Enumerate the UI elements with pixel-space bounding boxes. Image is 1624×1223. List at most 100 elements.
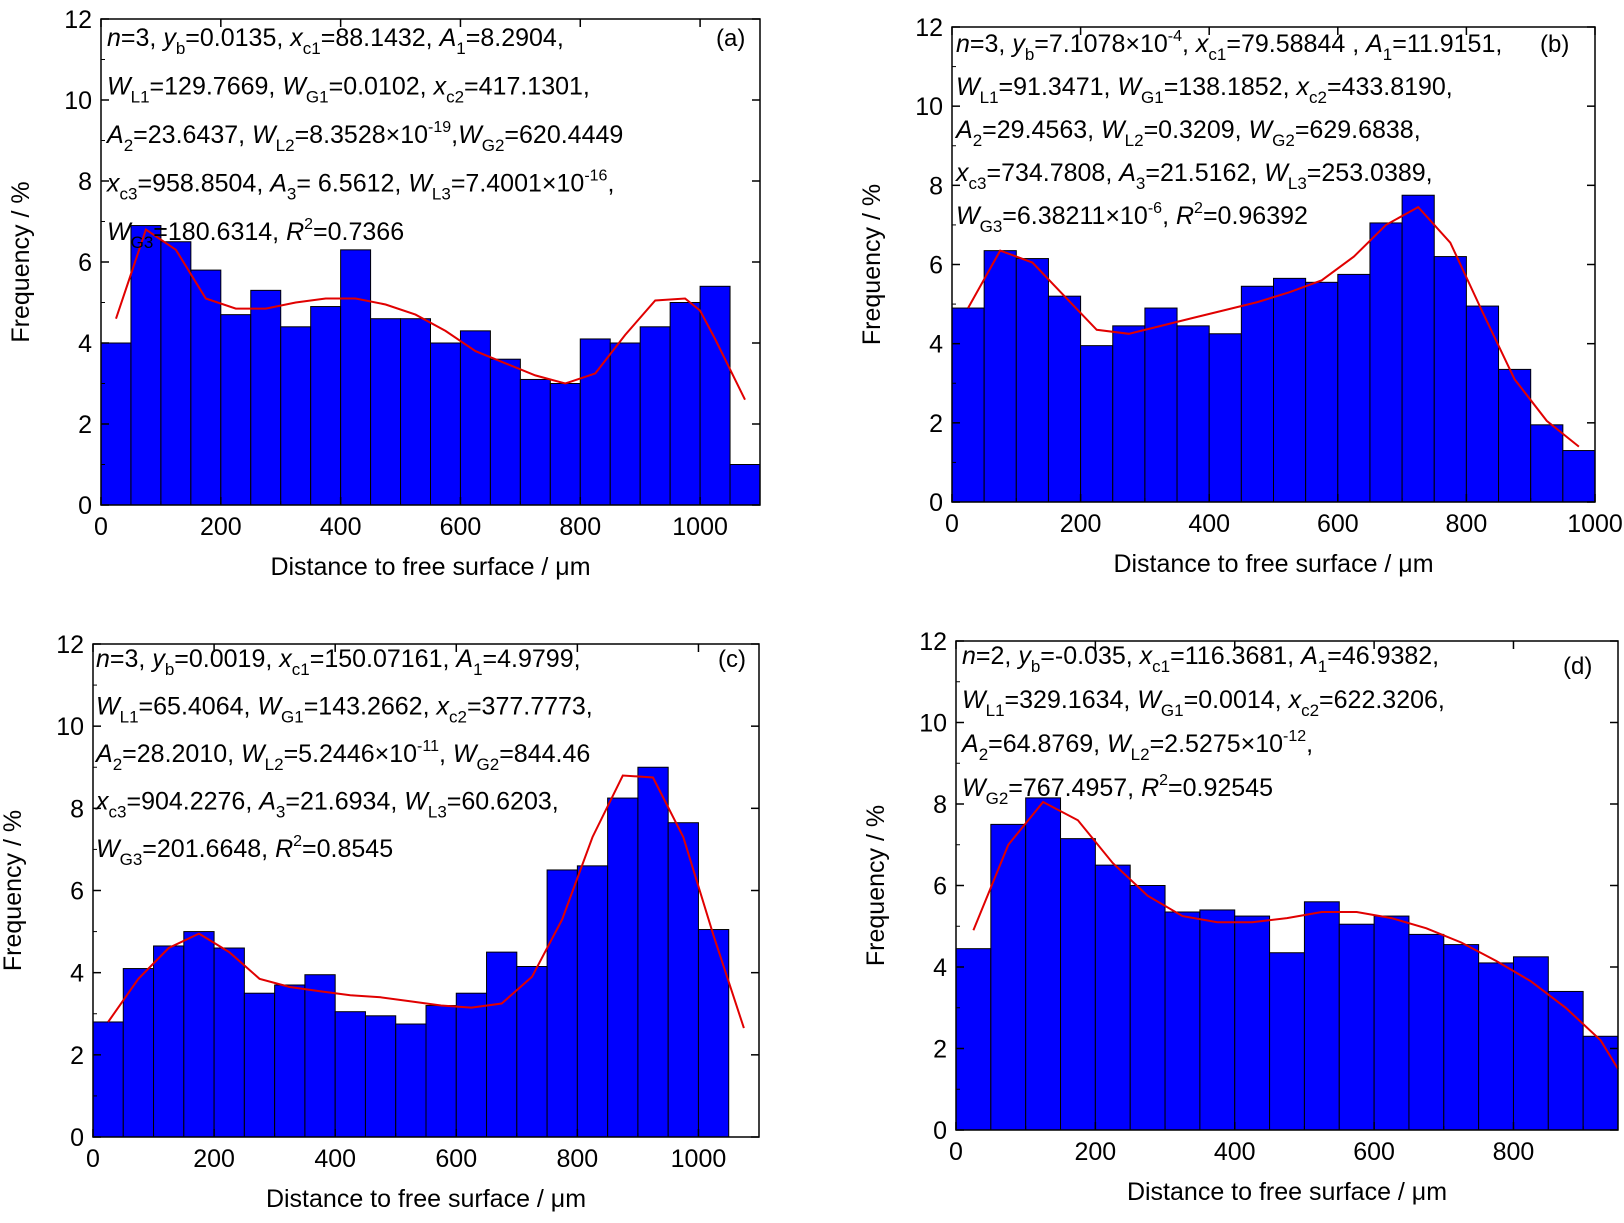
y-tick-label: 4 <box>70 960 84 988</box>
histogram-bar <box>364 1015 397 1138</box>
fit-curve <box>107 774 745 1029</box>
histogram-bar <box>1199 909 1236 1131</box>
x-tick-label: 400 <box>1214 1138 1256 1166</box>
x-tick-label: 200 <box>193 1145 235 1173</box>
fit-curve <box>967 205 1580 448</box>
fit-parameter-line: n=2, yb=-0.035, xc1=116.3681, A1=46.9382… <box>962 642 1439 676</box>
fit-parameter-line: n=3, yb=0.0135, xc1=88.1432, A1=8.2904, <box>107 24 564 58</box>
histogram-bar <box>1094 864 1131 1131</box>
x-tick-label: 200 <box>200 513 242 541</box>
chart-panel-d: 0 2 4 6 8 10 12 0 200 400 600 800 Distance to free s… <box>862 628 1619 1206</box>
y-tick-label: 2 <box>929 410 943 438</box>
histogram-bar <box>243 992 276 1138</box>
histogram-bar <box>699 285 731 506</box>
fit-parameter-line: WL1=329.1634, WG1=0.0014, xc2=622.3206, <box>962 686 1445 720</box>
x-tick-label: 600 <box>440 513 482 541</box>
histogram-bar <box>92 1021 124 1138</box>
histogram-bar <box>334 1011 366 1138</box>
fit-parameter-line: WG2=767.4957, R2=0.92545 <box>962 772 1273 808</box>
histogram-bar <box>609 342 641 506</box>
y-tick-label: 6 <box>78 249 92 277</box>
y-tick-label: 6 <box>70 878 84 906</box>
histogram-bar <box>516 966 548 1138</box>
fit-parameter-line: WG3=180.6314, R2=0.7366 <box>107 216 404 252</box>
fit-parameter-line: n=3, yb=0.0019, xc1=150.07161, A1=4.9799… <box>96 645 581 679</box>
histogram-bar <box>579 338 611 506</box>
fit-parameter-line: xc3=734.7808, A3=21.5162, WL3=253.0389, <box>955 159 1433 193</box>
histogram-bar <box>1369 222 1403 503</box>
x-tick-label: 1000 <box>671 1145 727 1173</box>
y-tick-label: 2 <box>78 411 92 439</box>
histogram-bar <box>607 797 639 1138</box>
histogram-bar <box>637 766 669 1138</box>
histogram-bar <box>546 869 578 1138</box>
x-tick-label: 400 <box>1188 510 1230 538</box>
histogram-bar <box>1547 990 1584 1131</box>
histogram-bar <box>1273 277 1307 503</box>
y-axis-label: Frequency / % <box>862 805 890 966</box>
fit-parameter-line: A2=28.2010, WL2=5.2446×10-11, WG2=844.46 <box>94 738 590 774</box>
histogram-bar <box>130 225 162 506</box>
fit-parameter-line: xc3=958.8504, A3= 6.5612, WL3=7.4001×10-… <box>106 168 614 204</box>
histogram-bar <box>220 314 252 506</box>
histogram-bar <box>1269 952 1305 1131</box>
histogram-bar <box>1164 911 1201 1131</box>
histogram-bar <box>400 318 431 506</box>
x-tick-label: 800 <box>1493 1138 1535 1166</box>
histogram-bar <box>1129 885 1166 1131</box>
x-tick-label: 0 <box>86 1145 100 1173</box>
histogram-bar <box>370 318 402 506</box>
x-axis-label: Distance to free surface / μm <box>270 553 590 581</box>
fit-parameter-line: A2=23.6437, WL2=8.3528×10-19,WG2=620.444… <box>105 119 623 155</box>
panel-tag: (d) <box>1563 653 1592 680</box>
histogram-bar <box>153 945 185 1138</box>
fit-curve <box>972 800 1619 1070</box>
histogram-bar <box>697 929 730 1138</box>
histogram-bar <box>1373 915 1410 1131</box>
histogram-bar <box>1433 256 1467 503</box>
histogram-bar <box>955 948 992 1131</box>
x-tick-label: 800 <box>557 1145 599 1173</box>
y-tick-label: 10 <box>56 713 84 741</box>
histogram-bar <box>340 249 372 506</box>
y-tick-label: 0 <box>78 492 92 520</box>
histogram-bar <box>951 307 985 503</box>
y-tick-label: 10 <box>919 710 947 738</box>
chart-panel-c: 0 2 4 6 8 10 12 0 200 400 600 800 1000 Distance to fr… <box>0 631 760 1213</box>
x-tick-label: 800 <box>1446 510 1488 538</box>
histogram-bar <box>1562 450 1596 503</box>
x-tick-label: 600 <box>1353 1138 1395 1166</box>
fit-parameter-line: WL1=65.4064, WG1=143.2662, xc2=377.7773, <box>96 693 593 727</box>
x-tick-label: 0 <box>94 513 108 541</box>
y-tick-label: 2 <box>933 1036 947 1064</box>
y-tick-label: 12 <box>915 14 943 42</box>
histogram-bar <box>1080 345 1114 503</box>
histogram-bar <box>1176 325 1210 503</box>
x-tick-label: 800 <box>559 513 601 541</box>
x-tick-label: 600 <box>435 1145 477 1173</box>
fit-parameter-line: WG3=201.6648, R2=0.8545 <box>96 833 393 869</box>
y-axis-label: Frequency / % <box>0 810 27 971</box>
x-tick-label: 200 <box>1060 510 1102 538</box>
histogram-bar <box>990 823 1027 1131</box>
x-axis-label: Distance to free surface / μm <box>1113 550 1433 578</box>
y-axis-label: Frequency / % <box>858 184 886 345</box>
histogram-bar <box>304 974 336 1138</box>
panel-tag: (c) <box>718 646 746 673</box>
x-tick-label: 600 <box>1317 510 1359 538</box>
panel-tag: (a) <box>716 25 745 52</box>
y-tick-label: 8 <box>70 795 84 823</box>
histogram-bar <box>1478 962 1514 1131</box>
y-tick-label: 4 <box>78 330 92 358</box>
y-tick-label: 8 <box>78 168 92 196</box>
chart-panel-b: 0 2 4 6 8 10 12 0 200 400 600 800 1000 Distance to fr… <box>858 14 1623 578</box>
histogram-bar <box>1208 333 1242 503</box>
chart-panel-a: 0 2 4 6 8 10 12 0 200 400 600 800 1000 Distance to fr… <box>7 6 761 581</box>
histogram-bar <box>489 358 521 506</box>
y-tick-label: 0 <box>929 489 943 517</box>
y-tick-label: 6 <box>933 873 947 901</box>
histogram-bar <box>310 306 342 506</box>
fit-parameter-line: WL1=91.3471, WG1=138.1852, xc2=433.8190, <box>956 73 1453 107</box>
y-tick-label: 10 <box>64 87 92 115</box>
